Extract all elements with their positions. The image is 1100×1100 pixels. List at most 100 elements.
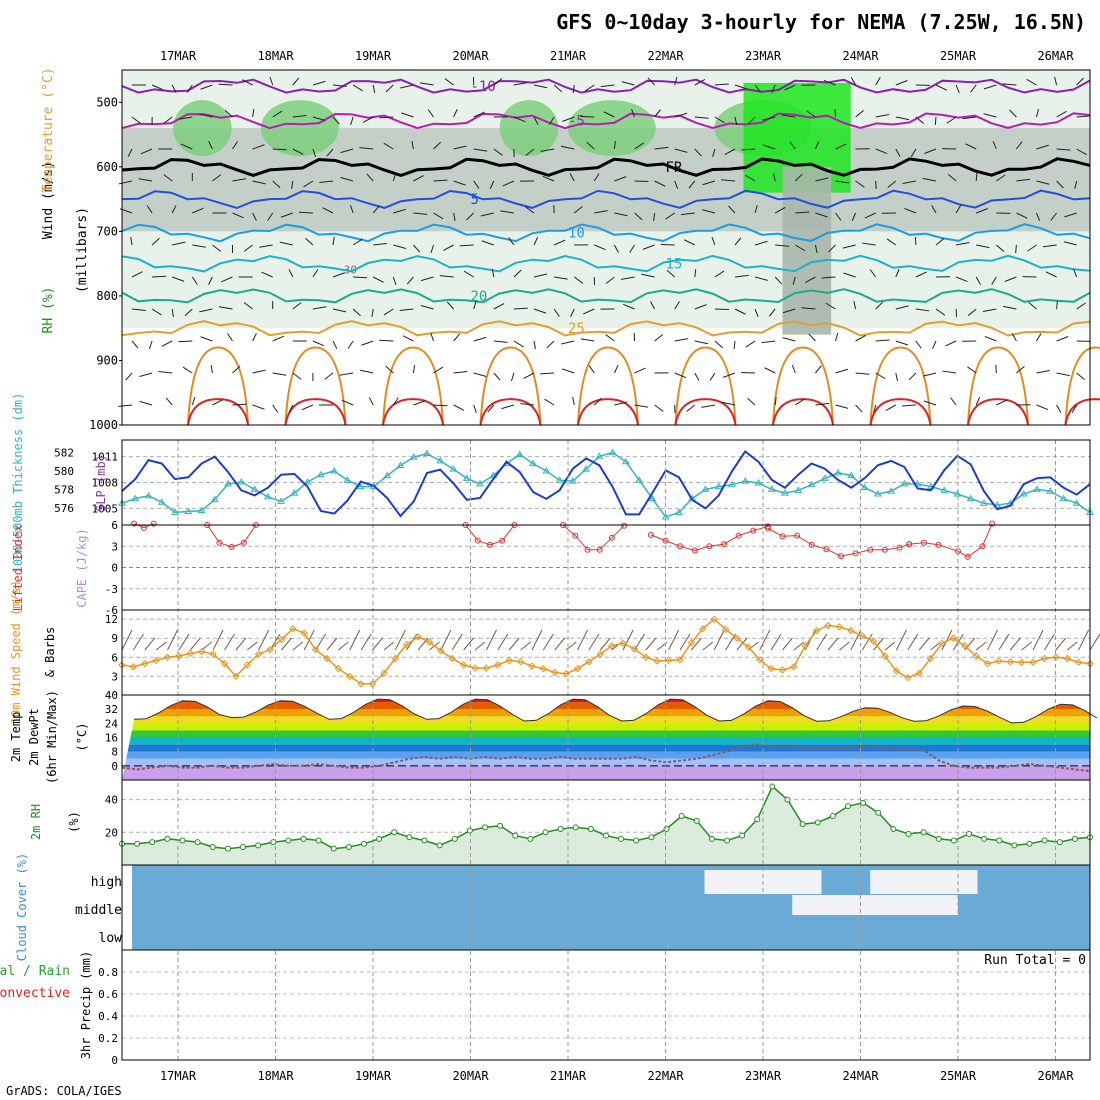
wind-barb xyxy=(272,372,287,376)
lifted-index-point xyxy=(608,534,615,541)
wind-barb xyxy=(453,109,458,118)
temperature-band xyxy=(122,730,1090,738)
thickness-point xyxy=(834,468,842,476)
date-label-top: 26MAR xyxy=(1037,49,1074,63)
thickness-point xyxy=(263,492,272,500)
surface-isotherm-lobe xyxy=(382,398,444,426)
surface-wind-barb xyxy=(167,629,179,651)
wind-barb xyxy=(593,397,602,406)
surface-wind-barb xyxy=(542,633,554,651)
wind-barb xyxy=(600,84,615,88)
upper-air-tick: 800 xyxy=(96,289,118,303)
wind-tick: 3 xyxy=(111,670,118,683)
wind-barb xyxy=(560,145,575,150)
wind-barb xyxy=(130,236,133,246)
surface-wind-barb xyxy=(132,633,144,651)
wind-barb xyxy=(562,368,575,374)
humidity-point xyxy=(648,834,655,841)
wind-barb xyxy=(935,238,945,246)
humidity-point xyxy=(482,824,488,831)
wind-barb xyxy=(762,116,776,121)
upper-air-tick: 1000 xyxy=(89,418,118,432)
wind-speed-point xyxy=(516,657,525,666)
isotherm-label: 25 xyxy=(568,321,585,337)
wind-barb xyxy=(792,276,796,286)
wind-barb xyxy=(481,240,494,246)
wind-barb xyxy=(272,404,279,413)
wind-barb xyxy=(322,207,334,214)
wind-speed-point xyxy=(1040,654,1049,663)
thickness-point xyxy=(383,471,392,479)
precip-tick: 0 xyxy=(111,1054,118,1067)
wind-barb xyxy=(773,172,776,182)
wind-barb xyxy=(473,404,477,414)
wind-speed-point xyxy=(414,633,422,641)
wind-barb xyxy=(762,144,776,150)
wind-barb xyxy=(1011,333,1017,342)
wind-barb xyxy=(934,116,937,126)
wind-barb xyxy=(383,308,394,316)
wind-barb xyxy=(641,273,655,278)
wind-barb xyxy=(580,338,595,342)
wind-barb xyxy=(352,238,363,246)
wind-barb xyxy=(924,148,937,154)
lifted-index-line xyxy=(650,525,769,552)
surface-wind-barb xyxy=(212,629,224,651)
wind-barb xyxy=(212,244,222,252)
wind-barb xyxy=(232,212,244,219)
surface-wind-barb xyxy=(349,629,361,651)
wind-barb xyxy=(171,308,174,318)
temperature-band xyxy=(122,737,1090,745)
wind-barb xyxy=(212,174,222,182)
wind-barb xyxy=(694,372,700,381)
surface-wind-barb xyxy=(645,637,657,651)
wind-barb xyxy=(301,404,314,411)
wind-barb xyxy=(674,112,688,118)
wind-barb xyxy=(412,364,416,374)
wind-barb xyxy=(269,76,274,86)
surface-wind-barb xyxy=(1009,637,1021,651)
wind-speed-point xyxy=(995,657,1003,665)
humidity-point xyxy=(784,796,791,803)
humidity-tick: 40 xyxy=(105,794,118,807)
wind-barb xyxy=(252,144,265,150)
wind-barb xyxy=(823,79,836,86)
wind-speed-point xyxy=(596,650,605,658)
wind-barb xyxy=(151,84,164,91)
temperature-tick: 40 xyxy=(105,689,118,702)
wind-barb xyxy=(525,148,535,156)
wind-barb xyxy=(533,116,539,125)
wind-barb xyxy=(548,116,555,125)
thickness-point xyxy=(940,486,949,493)
wind-barb xyxy=(808,333,816,342)
wind-barb xyxy=(862,242,876,246)
wind-barb xyxy=(702,209,716,214)
wind-barb xyxy=(1056,180,1064,189)
isotherm-line xyxy=(121,223,1091,243)
wind-barb xyxy=(303,180,314,188)
wind-barb xyxy=(895,116,910,121)
wind-speed-point xyxy=(904,673,912,682)
wind-barb xyxy=(139,372,153,377)
wind-barb xyxy=(513,307,528,310)
thickness-point xyxy=(860,483,869,491)
surface-wind-barb xyxy=(770,633,782,651)
wind-barb xyxy=(791,365,796,374)
wind-barb xyxy=(272,110,283,118)
thickness-point xyxy=(476,479,484,487)
wind-barb xyxy=(192,207,204,214)
wind-barb xyxy=(443,244,454,251)
wind-barb xyxy=(491,268,495,278)
thickness-point xyxy=(807,480,816,488)
surface-isotherm-lobe xyxy=(382,346,444,426)
lifted-index-point xyxy=(216,539,223,546)
wind-speed-point xyxy=(585,657,593,666)
wind-speed-point xyxy=(1017,658,1026,667)
thickness-point xyxy=(423,449,431,457)
wind-barb xyxy=(634,180,649,183)
surface-wind-barb xyxy=(315,633,327,651)
wind-barb xyxy=(340,148,354,154)
humidity-point xyxy=(1041,837,1048,844)
wind-barb xyxy=(782,308,796,314)
wind-speed-point xyxy=(1029,658,1037,667)
